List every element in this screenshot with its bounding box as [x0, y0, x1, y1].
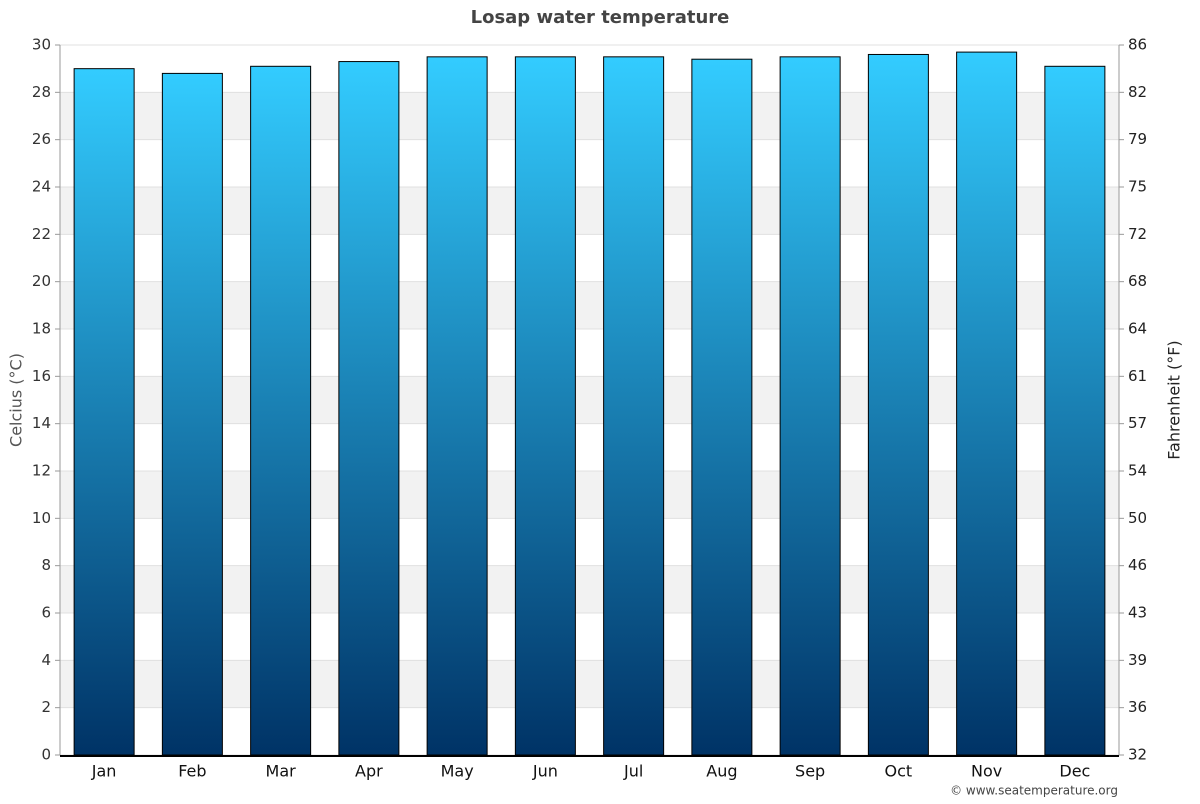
y2-tick-label: 79 — [1128, 130, 1147, 148]
y2-tick-label: 32 — [1128, 746, 1147, 764]
chart-title: Losap water temperature — [471, 7, 730, 28]
bar — [250, 65, 312, 756]
x-tick-label: Mar — [266, 762, 297, 781]
bar — [338, 61, 400, 756]
y-tick-label: 26 — [32, 130, 51, 148]
y-tick-label: 10 — [32, 509, 51, 527]
y-tick-label: 30 — [32, 36, 51, 54]
y2-tick-label: 68 — [1128, 272, 1147, 290]
grid-band — [60, 376, 1119, 424]
y-tick-label: 14 — [32, 414, 51, 432]
bar — [426, 56, 488, 756]
credit: © www.seatemperature.org — [950, 784, 1118, 798]
y2-tick-label: 72 — [1128, 225, 1147, 243]
bar — [1044, 65, 1106, 756]
x-tick-label: Nov — [971, 762, 1002, 781]
y2-tick-label: 86 — [1128, 36, 1147, 54]
bar — [956, 51, 1018, 756]
x-tick-label: Oct — [885, 762, 913, 781]
grid-band — [60, 92, 1119, 140]
x-tick-label: Jul — [623, 762, 643, 781]
x-tick-label: Dec — [1059, 762, 1090, 781]
y2-tick-label: 64 — [1128, 320, 1147, 338]
y2-tick-label: 61 — [1128, 367, 1147, 385]
y2-tick-label: 43 — [1128, 604, 1147, 622]
y-tick-label: 22 — [32, 225, 51, 243]
y2-tick-label: 50 — [1128, 509, 1147, 527]
y-tick-label: 4 — [41, 651, 51, 669]
x-tick-label: May — [441, 762, 474, 781]
bar — [73, 68, 135, 756]
x-tick-label: Feb — [178, 762, 206, 781]
y2-tick-label: 39 — [1128, 651, 1147, 669]
bar — [867, 53, 929, 756]
bar — [691, 58, 753, 756]
y-tick-label: 2 — [41, 698, 51, 716]
y2-tick-label: 75 — [1128, 178, 1147, 196]
bar — [161, 72, 223, 756]
y-tick-label: 0 — [41, 746, 51, 764]
bar — [514, 56, 576, 756]
x-tick-label: Apr — [355, 762, 383, 781]
y2-tick-label: 36 — [1128, 698, 1147, 716]
y-tick-label: 28 — [32, 83, 51, 101]
y-axis-label: Celcius (°C) — [7, 353, 26, 447]
y-tick-label: 8 — [41, 556, 51, 574]
bar — [779, 56, 841, 756]
grid-band — [60, 187, 1119, 235]
y2-tick-label: 54 — [1128, 462, 1147, 480]
y2-tick-label: 46 — [1128, 556, 1147, 574]
y-tick-label: 6 — [41, 604, 51, 622]
y2-axis-label: Fahrenheit (°F) — [1165, 340, 1184, 459]
x-tick-label: Jun — [532, 762, 558, 781]
y-tick-label: 16 — [32, 367, 51, 385]
y-tick-label: 12 — [32, 462, 51, 480]
x-tick-label: Aug — [706, 762, 737, 781]
x-tick-label: Sep — [795, 762, 825, 781]
y2-tick-label: 82 — [1128, 83, 1147, 101]
y-tick-label: 20 — [32, 272, 51, 290]
grid-band — [60, 660, 1119, 708]
bar — [603, 56, 665, 756]
grid-band — [60, 471, 1119, 519]
y-tick-label: 24 — [32, 178, 51, 196]
x-tick-label: Jan — [91, 762, 117, 781]
grid-band — [60, 565, 1119, 613]
grid-band — [60, 281, 1119, 329]
y2-tick-label: 57 — [1128, 414, 1147, 432]
y-tick-label: 18 — [32, 320, 51, 338]
